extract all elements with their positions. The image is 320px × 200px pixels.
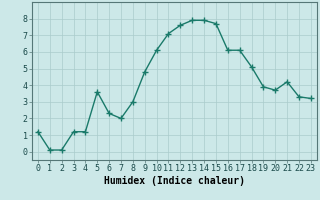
X-axis label: Humidex (Indice chaleur): Humidex (Indice chaleur)	[104, 176, 245, 186]
